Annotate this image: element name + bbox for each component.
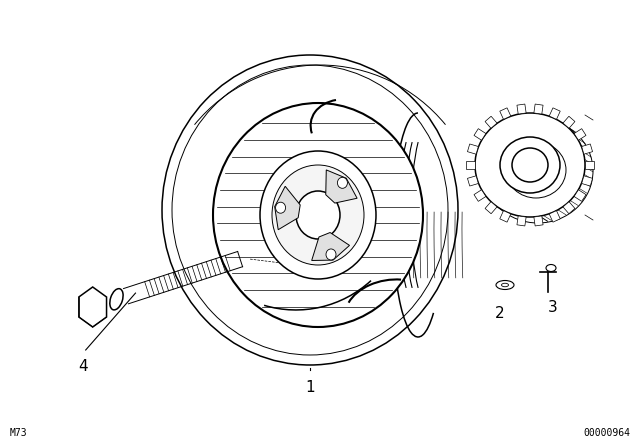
Polygon shape: [582, 144, 593, 154]
Text: 00000964: 00000964: [583, 428, 630, 438]
Polygon shape: [500, 211, 511, 222]
Ellipse shape: [496, 280, 514, 289]
Polygon shape: [574, 129, 586, 140]
Ellipse shape: [260, 151, 376, 279]
Ellipse shape: [276, 202, 285, 213]
Ellipse shape: [337, 177, 348, 188]
Polygon shape: [549, 211, 560, 222]
Polygon shape: [326, 170, 357, 203]
Polygon shape: [549, 108, 560, 119]
Ellipse shape: [110, 289, 123, 310]
Text: 3: 3: [548, 301, 558, 315]
Polygon shape: [485, 202, 497, 214]
Polygon shape: [563, 116, 575, 128]
Polygon shape: [474, 190, 486, 201]
Polygon shape: [582, 176, 593, 186]
Polygon shape: [517, 216, 526, 226]
Ellipse shape: [326, 249, 336, 260]
Ellipse shape: [272, 165, 364, 265]
Polygon shape: [312, 233, 349, 260]
Polygon shape: [563, 202, 575, 214]
Polygon shape: [517, 104, 526, 114]
Polygon shape: [467, 144, 478, 154]
Polygon shape: [534, 104, 543, 114]
Text: M73: M73: [10, 428, 28, 438]
Polygon shape: [534, 216, 543, 226]
Polygon shape: [467, 176, 478, 186]
Ellipse shape: [502, 283, 509, 287]
Polygon shape: [275, 186, 300, 230]
Polygon shape: [79, 287, 106, 327]
Ellipse shape: [506, 142, 566, 198]
Ellipse shape: [296, 191, 340, 239]
Polygon shape: [466, 161, 475, 169]
Polygon shape: [585, 161, 594, 169]
Polygon shape: [485, 116, 497, 128]
Text: 2: 2: [495, 306, 505, 320]
Polygon shape: [500, 108, 511, 119]
Text: 1: 1: [305, 379, 315, 395]
Ellipse shape: [483, 119, 593, 223]
Polygon shape: [574, 190, 586, 201]
Text: 4: 4: [78, 359, 88, 375]
Polygon shape: [474, 129, 486, 140]
Ellipse shape: [546, 264, 556, 271]
Ellipse shape: [512, 148, 548, 182]
Ellipse shape: [475, 113, 585, 217]
Ellipse shape: [213, 103, 423, 327]
Ellipse shape: [500, 137, 560, 193]
Ellipse shape: [162, 55, 458, 365]
